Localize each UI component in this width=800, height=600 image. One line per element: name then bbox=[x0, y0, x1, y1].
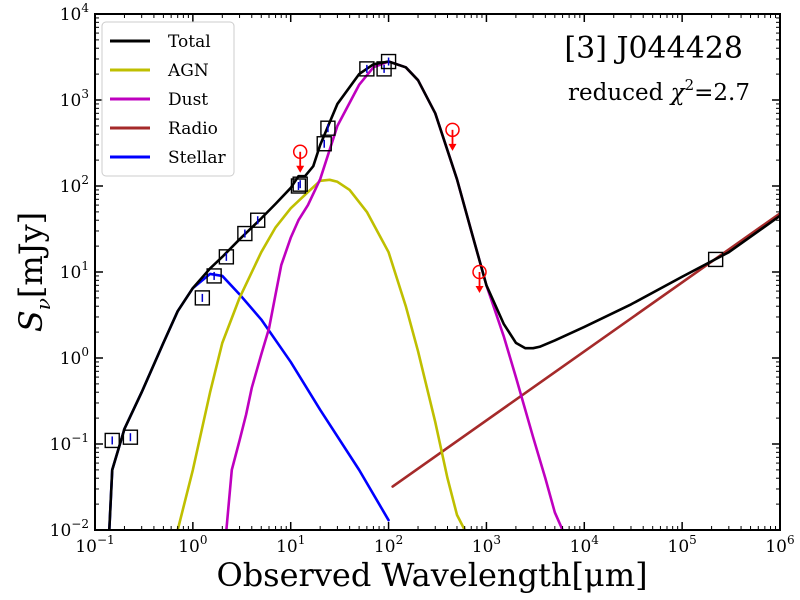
y-tick-label: 100 bbox=[60, 345, 89, 369]
observation-point bbox=[104, 432, 120, 449]
x-tick-label: 103 bbox=[472, 533, 501, 557]
x-tick-label: 102 bbox=[374, 533, 403, 557]
observation-point bbox=[250, 212, 266, 228]
observation-point bbox=[359, 61, 375, 77]
chart-title: [3] J044428 bbox=[564, 31, 743, 66]
y-tick-label: 103 bbox=[60, 87, 89, 111]
upper-limit-arrowhead bbox=[475, 286, 484, 293]
svg-text:Radio: Radio bbox=[168, 119, 218, 139]
legend: Total AGN Dust Radio Stellar bbox=[101, 21, 235, 177]
y-tick-label: 104 bbox=[60, 1, 90, 25]
legend-item-stellar: Stellar bbox=[110, 148, 227, 168]
series-line-agn bbox=[176, 178, 467, 530]
observation-point bbox=[380, 53, 397, 70]
observation-point bbox=[206, 268, 222, 284]
observation-point bbox=[218, 249, 235, 265]
y-tick-label: 10−2 bbox=[50, 517, 89, 541]
legend-item-agn: AGN bbox=[110, 61, 209, 81]
svg-text:Dust: Dust bbox=[168, 90, 208, 110]
x-axis-label: Observed Wavelength[μm] bbox=[216, 556, 647, 594]
chi-square-annotation: reduced χ2=2.7 bbox=[568, 76, 750, 106]
observation-point bbox=[237, 225, 253, 242]
x-tick-label: 104 bbox=[570, 533, 600, 557]
upper-limit-arrowhead bbox=[448, 143, 457, 151]
legend-item-total: Total bbox=[110, 32, 211, 52]
observation-point bbox=[290, 178, 307, 194]
x-tick-label: 105 bbox=[668, 533, 697, 557]
observation-point bbox=[316, 136, 332, 152]
upper-limit-arrowhead bbox=[296, 165, 305, 173]
observation-point bbox=[194, 290, 211, 306]
legend-item-radio: Radio bbox=[110, 119, 218, 139]
series-line-dust bbox=[225, 60, 564, 530]
y-tick-label: 101 bbox=[60, 259, 89, 283]
x-tick-label: 100 bbox=[178, 533, 207, 557]
svg-text:AGN: AGN bbox=[167, 61, 209, 81]
svg-text:Total: Total bbox=[168, 32, 211, 52]
svg-text:Stellar: Stellar bbox=[168, 148, 227, 168]
y-tick-label: 10−1 bbox=[50, 431, 89, 455]
observation-point bbox=[122, 429, 139, 445]
legend-item-dust: Dust bbox=[110, 90, 208, 110]
x-tick-label: 101 bbox=[276, 533, 305, 557]
x-tick-label: 106 bbox=[765, 533, 794, 557]
y-axis-label: Sν[mJy] bbox=[12, 212, 55, 332]
observation-point bbox=[320, 120, 336, 136]
y-tick-label: 102 bbox=[60, 173, 89, 197]
observation-point bbox=[292, 176, 308, 192]
observation-point-radio bbox=[707, 251, 724, 268]
x-tick-label: 10−1 bbox=[75, 533, 114, 557]
